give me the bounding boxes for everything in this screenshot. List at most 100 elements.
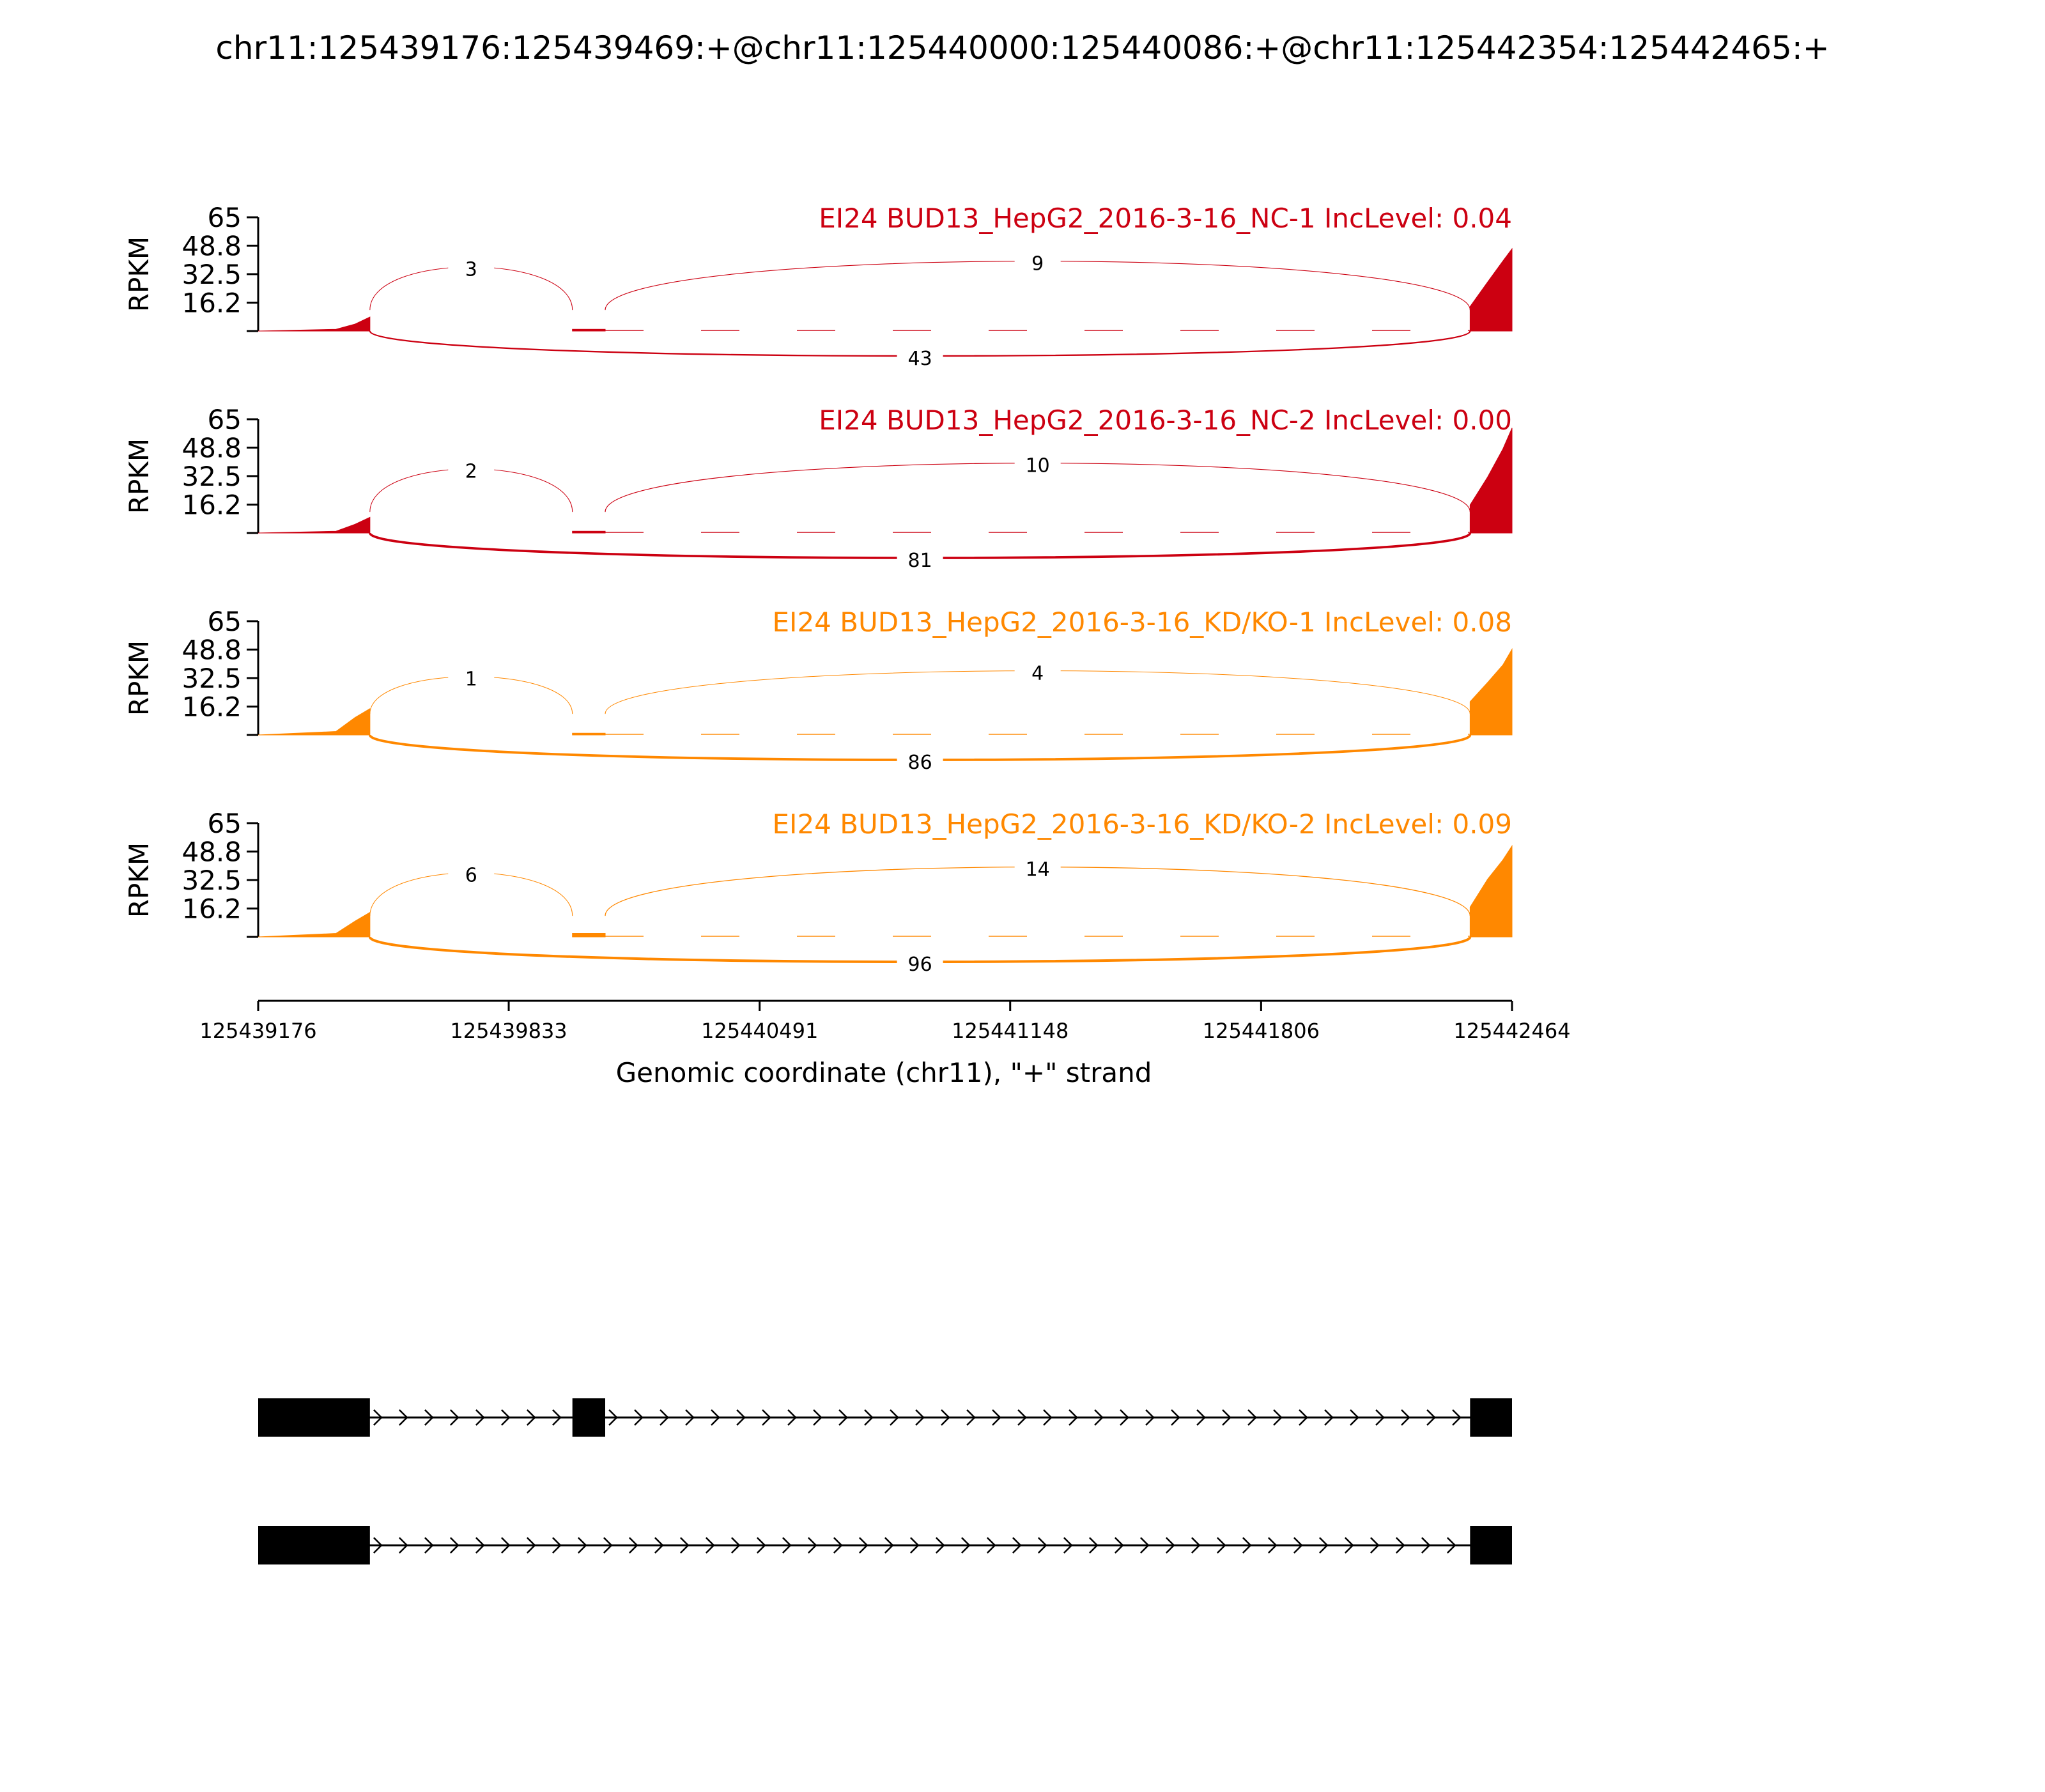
strand-arrow-icon: [608, 1409, 618, 1426]
junction-count-label: 14: [1026, 859, 1050, 881]
strand-arrow-icon: [813, 1409, 822, 1426]
strand-arrow-icon: [1114, 1537, 1124, 1554]
strand-arrow-icon: [1120, 1409, 1129, 1426]
strand-arrow-icon: [1088, 1537, 1099, 1554]
strand-arrow-icon: [1012, 1537, 1022, 1554]
strand-arrow-icon: [1216, 1537, 1226, 1554]
junction-count-label: 10: [1026, 455, 1050, 477]
sample-label: EI24 BUD13_HepG2_2016-3-16_KD/KO-2 IncLe…: [773, 808, 1512, 840]
isoform-exon-block: [1470, 1526, 1512, 1564]
x-tick-label: 125441806: [1203, 1019, 1320, 1043]
strand-arrow-icon: [552, 1409, 562, 1426]
strand-arrow-icon: [1247, 1409, 1257, 1426]
strand-arrow-icon: [890, 1409, 899, 1426]
isoform-exon-block: [258, 1398, 370, 1437]
y-tick-label: 48.8: [181, 432, 242, 463]
strand-arrow-icon: [1375, 1409, 1385, 1426]
junction-label-bg: [897, 752, 943, 774]
strand-arrow-icon: [1191, 1537, 1201, 1554]
strand-arrow-icon: [373, 1409, 383, 1426]
strand-arrow-icon: [736, 1409, 746, 1426]
strand-arrow-icon: [941, 1409, 950, 1426]
y-tick-label: 32.5: [181, 865, 242, 896]
strand-arrow-icon: [787, 1409, 797, 1426]
y-tick-label: 16.2: [181, 288, 242, 319]
y-tick-label: 48.8: [181, 634, 242, 665]
strand-arrow-icon: [705, 1537, 715, 1554]
junction-count-label: 6: [465, 865, 477, 887]
strand-arrow-icon: [833, 1537, 843, 1554]
coverage-area-exon3: [1469, 844, 1513, 938]
junction-label-bg: [1014, 253, 1061, 275]
sample-label: EI24 BUD13_HepG2_2016-3-16_NC-2 IncLevel…: [819, 405, 1512, 436]
junction-count-label: 86: [908, 752, 932, 774]
x-tick-label: 125440491: [701, 1019, 818, 1043]
strand-arrow-icon: [500, 1409, 511, 1426]
junction-count-label: 81: [908, 550, 932, 572]
strand-arrow-icon: [966, 1409, 976, 1426]
strand-arrow-icon: [1069, 1409, 1078, 1426]
strand-arrow-icon: [552, 1537, 562, 1554]
strand-arrow-icon: [1196, 1409, 1206, 1426]
strand-arrow-icon: [1324, 1409, 1334, 1426]
strand-arrow-icon: [603, 1537, 613, 1554]
strand-arrow-icon: [858, 1537, 868, 1554]
x-tick-label: 125439833: [450, 1019, 567, 1043]
isoform-2: [258, 1526, 1512, 1564]
y-tick-label: 48.8: [181, 836, 242, 867]
coverage-area-exon1: [258, 708, 371, 736]
sample-label: EI24 BUD13_HepG2_2016-3-16_NC-1 IncLevel…: [819, 203, 1512, 234]
figure-title: chr11:125439176:125439469:+@chr11:125440…: [215, 29, 1829, 66]
strand-arrow-icon: [909, 1537, 920, 1554]
strand-arrow-icon: [449, 1409, 459, 1426]
strand-arrow-icon: [1043, 1409, 1053, 1426]
strand-arrow-icon: [756, 1537, 766, 1554]
strand-arrow-icon: [730, 1537, 741, 1554]
strand-arrow-icon: [398, 1537, 408, 1554]
strand-arrow-icon: [992, 1409, 1001, 1426]
strand-arrow-icon: [577, 1537, 587, 1554]
junction-count-label: 4: [1031, 663, 1044, 685]
coverage-area-exon2: [572, 328, 606, 332]
coverage-area-exon1: [258, 911, 371, 938]
coverage-area-exon1: [258, 516, 371, 534]
strand-arrow-icon: [838, 1409, 848, 1426]
strand-arrow-icon: [1452, 1409, 1462, 1426]
strand-arrow-icon: [679, 1537, 690, 1554]
strand-arrow-icon: [1037, 1537, 1047, 1554]
strand-arrow-icon: [1017, 1409, 1027, 1426]
strand-arrow-icon: [634, 1409, 644, 1426]
junction-label-bg: [1014, 455, 1061, 477]
strand-arrow-icon: [1299, 1409, 1308, 1426]
strand-arrow-icon: [915, 1409, 925, 1426]
strand-arrow-icon: [807, 1537, 817, 1554]
coverage-area-exon1: [258, 316, 371, 332]
strand-arrow-icon: [864, 1409, 874, 1426]
coverage-area-exon3: [1469, 428, 1513, 534]
strand-arrow-icon: [660, 1409, 669, 1426]
junction-count-label: 2: [465, 461, 477, 483]
junction-count-label: 43: [908, 348, 932, 370]
strand-arrow-icon: [711, 1409, 720, 1426]
junction-label-bg: [448, 865, 495, 887]
strand-arrow-icon: [1350, 1409, 1359, 1426]
y-tick-label: 32.5: [181, 259, 242, 290]
junction-label-bg: [448, 461, 495, 483]
y-tick-label: 16.2: [181, 691, 242, 723]
sample-label: EI24 BUD13_HepG2_2016-3-16_KD/KO-1 IncLe…: [773, 606, 1512, 638]
isoform-track: [258, 1398, 1512, 1564]
strand-arrow-icon: [373, 1537, 383, 1554]
strand-arrow-icon: [1293, 1537, 1303, 1554]
isoform-exon-block: [258, 1526, 370, 1564]
strand-arrow-icon: [1171, 1409, 1180, 1426]
strand-arrow-icon: [1395, 1537, 1405, 1554]
strand-arrow-icon: [526, 1537, 536, 1554]
strand-arrow-icon: [1063, 1537, 1073, 1554]
strand-arrow-icon: [424, 1537, 434, 1554]
strand-arrow-icon: [475, 1409, 485, 1426]
y-axis-label: RPKM: [123, 640, 155, 716]
strand-arrow-icon: [1094, 1409, 1104, 1426]
junction-label-bg: [448, 259, 495, 281]
